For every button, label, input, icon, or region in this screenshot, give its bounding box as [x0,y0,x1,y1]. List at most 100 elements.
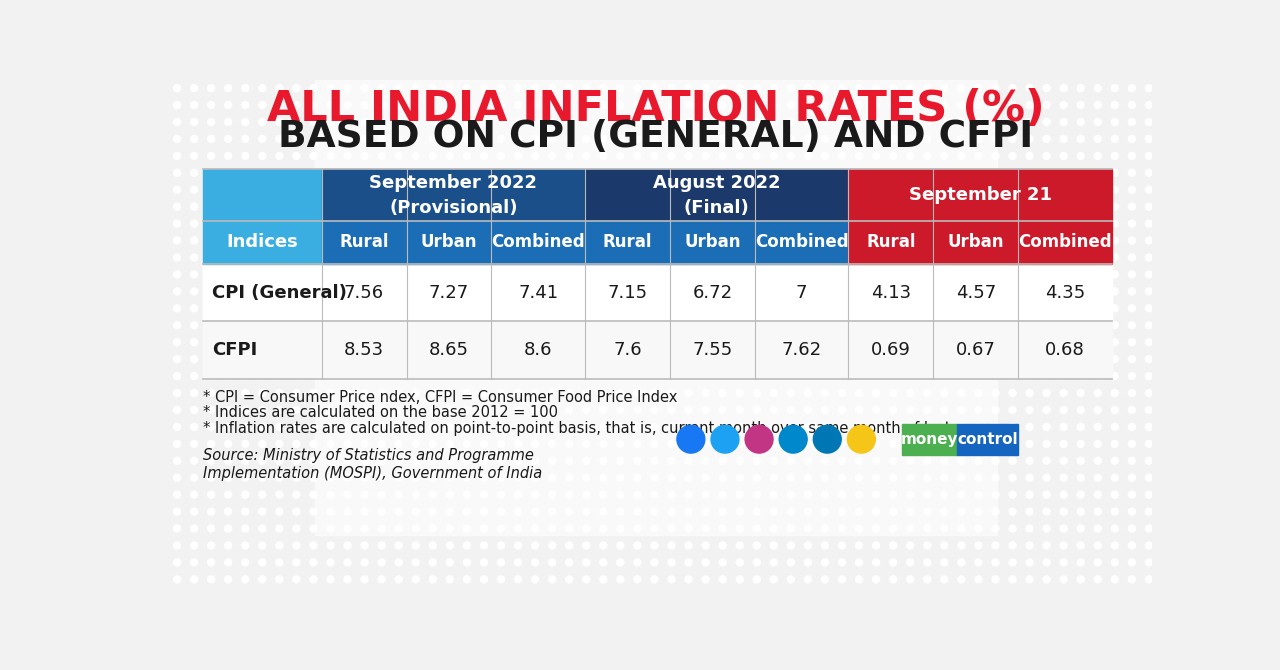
Circle shape [957,474,965,481]
Circle shape [1111,152,1119,159]
Circle shape [396,288,402,295]
Circle shape [1043,474,1050,481]
Circle shape [1146,389,1152,397]
Circle shape [992,407,998,413]
Circle shape [838,84,846,92]
Circle shape [1078,135,1084,143]
Circle shape [207,373,215,379]
Circle shape [378,203,385,210]
Circle shape [753,237,760,244]
Circle shape [174,508,180,515]
Circle shape [736,559,744,566]
Circle shape [276,389,283,397]
Circle shape [361,186,369,193]
Text: Rural: Rural [603,233,653,251]
Circle shape [1094,458,1101,464]
Circle shape [480,152,488,159]
Circle shape [617,322,623,329]
Circle shape [412,237,420,244]
Circle shape [1094,474,1101,481]
Circle shape [225,491,232,498]
Circle shape [668,84,675,92]
Circle shape [855,356,863,362]
Circle shape [992,559,998,566]
Circle shape [617,152,623,159]
Text: CFPI: CFPI [212,341,257,359]
Circle shape [463,373,470,379]
Circle shape [787,508,795,515]
Circle shape [703,389,709,397]
Circle shape [326,203,334,210]
Circle shape [326,237,334,244]
Circle shape [191,407,197,413]
Circle shape [174,186,180,193]
Circle shape [174,135,180,143]
Circle shape [310,288,317,295]
Circle shape [480,237,488,244]
Circle shape [447,254,453,261]
Circle shape [787,119,795,125]
Circle shape [242,542,248,549]
Circle shape [361,542,369,549]
Circle shape [703,576,709,583]
Circle shape [992,322,998,329]
Circle shape [207,288,215,295]
Circle shape [566,458,572,464]
Circle shape [906,271,914,278]
Circle shape [242,186,248,193]
Circle shape [515,491,521,498]
Circle shape [668,339,675,346]
Circle shape [582,559,590,566]
Circle shape [1129,389,1135,397]
Circle shape [326,474,334,481]
Circle shape [736,119,744,125]
Circle shape [617,288,623,295]
Circle shape [855,423,863,430]
Circle shape [600,271,607,278]
Circle shape [566,322,572,329]
Circle shape [174,152,180,159]
Circle shape [344,322,351,329]
Circle shape [957,203,965,210]
Circle shape [1060,373,1068,379]
Circle shape [1027,423,1033,430]
Circle shape [685,119,692,125]
Bar [202,169,1112,379]
Circle shape [753,84,760,92]
Circle shape [906,119,914,125]
Circle shape [771,203,777,210]
Circle shape [975,254,982,261]
Circle shape [957,542,965,549]
Circle shape [515,423,521,430]
Circle shape [566,407,572,413]
Circle shape [515,288,521,295]
Circle shape [873,389,879,397]
Circle shape [1027,542,1033,549]
Circle shape [1009,102,1016,109]
Circle shape [847,425,876,453]
Circle shape [838,389,846,397]
Circle shape [412,559,420,566]
Circle shape [941,102,947,109]
Circle shape [855,407,863,413]
Circle shape [771,135,777,143]
Circle shape [1111,356,1119,362]
Circle shape [361,559,369,566]
Circle shape [822,491,828,498]
Circle shape [344,339,351,346]
Circle shape [242,135,248,143]
Circle shape [480,458,488,464]
Circle shape [463,542,470,549]
Circle shape [992,186,998,193]
Circle shape [207,474,215,481]
Circle shape [207,491,215,498]
Circle shape [207,559,215,566]
Circle shape [600,389,607,397]
Circle shape [804,254,812,261]
Circle shape [1060,170,1068,176]
Circle shape [1094,423,1101,430]
Circle shape [1060,152,1068,159]
Circle shape [344,288,351,295]
Circle shape [822,440,828,448]
Circle shape [652,339,658,346]
